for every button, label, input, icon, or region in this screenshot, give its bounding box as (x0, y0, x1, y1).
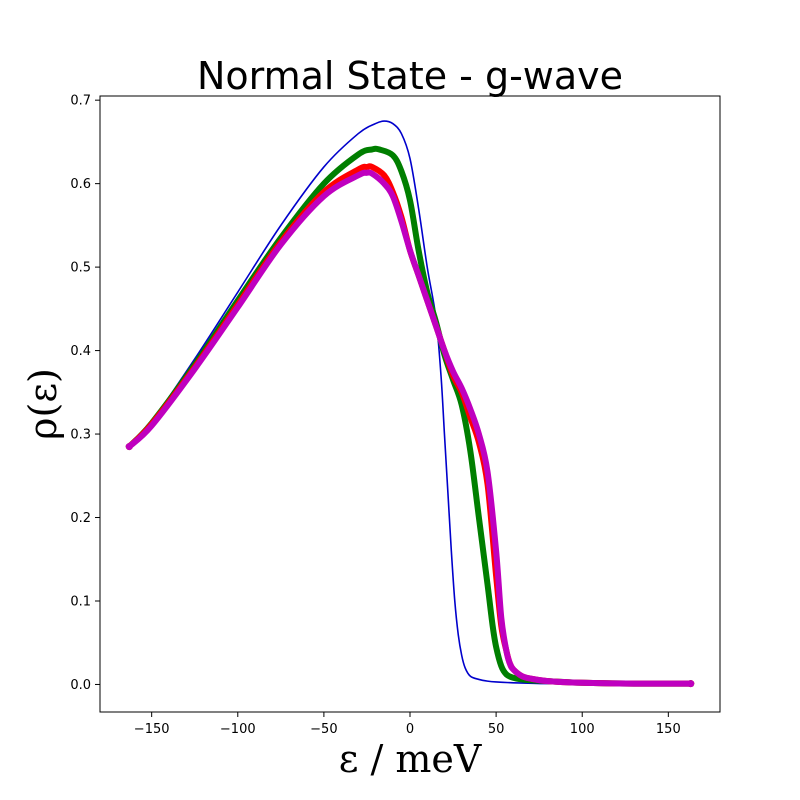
y-tick-label: 0.4 (70, 344, 91, 359)
y-axis: 0.0 0.1 0.2 0.3 0.4 0.5 0.6 0.7 (70, 94, 100, 693)
x-axis: −150 −100 −50 0 50 100 150 (134, 712, 681, 737)
y-tick-label: 0.2 (70, 511, 91, 526)
series-line-1 (128, 120, 692, 686)
y-tick-label: 0.6 (70, 177, 91, 192)
x-tick-label: 150 (656, 722, 681, 737)
y-tick-label: 0.0 (70, 678, 91, 693)
x-tick-label: −100 (220, 722, 256, 737)
series-line-2 (126, 145, 694, 687)
y-tick-label: 0.3 (70, 428, 91, 443)
x-tick-label: −150 (134, 722, 170, 737)
y-tick-label: 0.5 (70, 261, 91, 276)
x-tick-label: 100 (570, 722, 595, 737)
series-line-4 (126, 169, 694, 687)
series-endpoint (125, 443, 133, 451)
x-axis-label: ε / meV (339, 737, 482, 781)
y-tick-label: 0.1 (70, 594, 91, 609)
series-layer (125, 120, 695, 688)
series-endpoint (687, 680, 695, 688)
x-tick-label: −50 (310, 722, 337, 737)
y-axis-label: ρ(ε) (21, 368, 65, 440)
x-tick-label: 0 (406, 722, 414, 737)
chart-title: Normal State - g-wave (197, 54, 623, 98)
y-tick-label: 0.7 (70, 94, 91, 109)
x-tick-label: 50 (488, 722, 505, 737)
